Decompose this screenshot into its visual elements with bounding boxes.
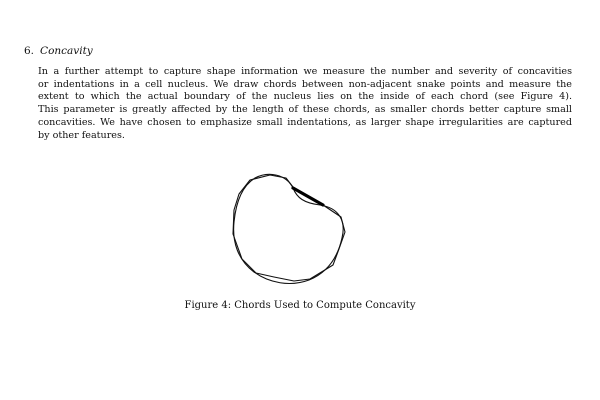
- section-number: 6.: [24, 45, 35, 57]
- paragraph-line: concavities. We have chosen to emphasize…: [38, 116, 572, 128]
- concavity-chord: [291, 186, 325, 207]
- paragraph-line: In a further attempt to capture shape in…: [38, 66, 572, 77]
- concavity-diagram: [232, 173, 346, 284]
- paragraph-line: by other features.: [38, 129, 125, 141]
- paragraph-line: extent to which the actual boundary of t…: [38, 91, 572, 103]
- figure-4: [230, 172, 350, 287]
- section-title: Concavity: [40, 45, 93, 57]
- section-heading: 6. Concavity: [24, 44, 93, 58]
- snake-chord-polygon: [232, 174, 346, 282]
- figure-caption: Figure 4: Chords Used to Compute Concavi…: [184, 300, 416, 311]
- paragraph-line: or indentations in a cell nucleus. We dr…: [38, 78, 572, 90]
- body-paragraph: In a further attempt to capture shape in…: [38, 66, 572, 142]
- paragraph-line: This parameter is greatly affected by th…: [38, 104, 572, 116]
